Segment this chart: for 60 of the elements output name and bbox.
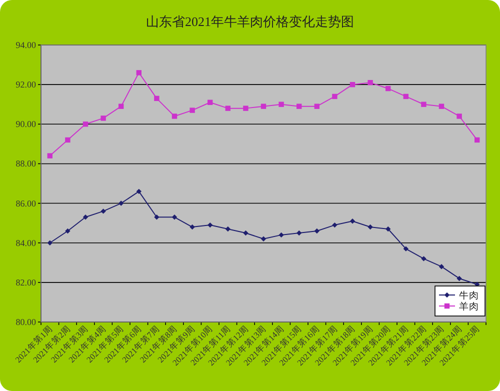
point [403, 246, 408, 252]
y-tick-label: 80.00 [16, 317, 36, 327]
point [314, 104, 320, 109]
point [260, 236, 266, 242]
point [438, 264, 444, 270]
point [386, 86, 391, 92]
point [296, 104, 302, 109]
chart-title: 山东省2021年牛羊肉价格变化走势图 [146, 14, 354, 29]
point [154, 96, 160, 102]
point [278, 232, 284, 238]
point [208, 100, 213, 105]
point [47, 240, 52, 246]
point [65, 228, 70, 234]
y-tick-label: 92.00 [16, 80, 36, 90]
point [190, 224, 195, 230]
point [438, 104, 444, 109]
point [172, 214, 178, 220]
point [190, 108, 195, 113]
point [403, 94, 408, 100]
y-tick-label: 82.00 [16, 277, 36, 288]
legend-label: 羊肉 [459, 300, 479, 312]
point [243, 106, 248, 111]
point [368, 224, 373, 230]
y-tick-label: 94.00 [16, 40, 36, 50]
legend-label: 牛肉 [459, 290, 479, 302]
point [225, 106, 230, 111]
y-tick-label: 86.00 [16, 198, 36, 208]
point [368, 80, 373, 86]
point [278, 102, 284, 107]
point [100, 116, 106, 121]
point [243, 230, 248, 236]
point [350, 82, 356, 88]
point [474, 137, 480, 143]
point [386, 226, 391, 232]
point [456, 276, 462, 282]
point [136, 70, 142, 76]
point [332, 222, 338, 228]
point [172, 114, 178, 119]
y-tick-label: 84.00 [16, 238, 36, 248]
point [296, 230, 302, 236]
point [118, 104, 124, 109]
point [421, 256, 426, 262]
point [100, 208, 106, 214]
point [65, 137, 70, 143]
point [47, 153, 52, 158]
point [260, 104, 266, 109]
point [421, 102, 426, 107]
point [350, 218, 356, 224]
point [118, 200, 124, 206]
y-tick-label: 90.00 [16, 119, 36, 130]
point [82, 122, 88, 127]
point [82, 214, 88, 220]
point [456, 114, 462, 119]
point [314, 228, 320, 234]
point [154, 214, 160, 220]
point [136, 188, 142, 194]
point [225, 226, 230, 232]
y-tick-label: 88.00 [16, 158, 36, 169]
point [332, 94, 338, 100]
point [208, 222, 213, 228]
